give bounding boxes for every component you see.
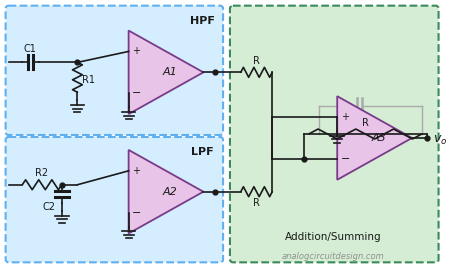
Text: R: R [253, 198, 260, 208]
Text: LPF: LPF [191, 147, 214, 157]
Text: $v_o$: $v_o$ [432, 133, 447, 147]
Text: C2: C2 [42, 202, 55, 212]
Text: A2: A2 [162, 187, 177, 197]
Text: −: − [132, 88, 141, 98]
Text: Addition/Summing: Addition/Summing [285, 232, 382, 242]
Text: R: R [362, 118, 369, 128]
Text: −: − [132, 208, 141, 218]
Polygon shape [129, 31, 203, 114]
Text: R2: R2 [36, 168, 49, 178]
Text: HPF: HPF [190, 16, 215, 26]
Text: A1: A1 [162, 67, 177, 77]
Polygon shape [129, 150, 203, 233]
Text: C1: C1 [24, 44, 36, 54]
FancyBboxPatch shape [5, 6, 223, 135]
Text: R: R [253, 56, 260, 66]
FancyBboxPatch shape [230, 6, 439, 262]
Text: R1: R1 [82, 75, 95, 85]
Text: A3: A3 [371, 133, 386, 143]
Text: +: + [132, 47, 140, 56]
Text: +: + [341, 112, 349, 122]
Polygon shape [337, 96, 412, 180]
Text: analogcircuitdesign.com: analogcircuitdesign.com [282, 252, 385, 261]
Text: −: − [340, 154, 350, 164]
FancyBboxPatch shape [5, 137, 223, 262]
Text: +: + [132, 166, 140, 176]
